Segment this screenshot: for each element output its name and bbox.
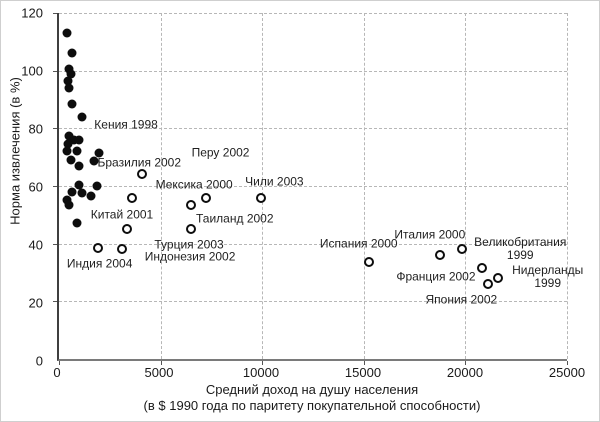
x-axis-label-line2: (в $ 1990 года по паритету покупательной… xyxy=(143,398,481,413)
x-tick-mark xyxy=(465,361,467,365)
data-point-filled-points xyxy=(67,48,77,58)
data-point-filled-points xyxy=(72,146,82,156)
gridline-horizontal xyxy=(59,70,567,72)
data-point-filled-points xyxy=(63,76,73,86)
y-tick-label: 100 xyxy=(21,63,43,79)
point-label: Турция 2003 xyxy=(154,237,224,252)
y-tick-label: 20 xyxy=(28,295,43,311)
data-point-filled-points xyxy=(64,200,74,210)
data-point-filled-points xyxy=(89,156,99,166)
data-point-filled-points xyxy=(74,161,84,171)
data-point-open-points xyxy=(363,257,374,268)
data-point-filled-points xyxy=(63,139,73,149)
data-point-filled-points xyxy=(66,69,76,79)
x-tick-label: 20000 xyxy=(446,365,484,380)
data-point-filled-points xyxy=(62,28,72,38)
y-tick-mark xyxy=(53,13,57,14)
point-label: Перу 2002 xyxy=(191,145,250,160)
point-label: Индия 2004 xyxy=(66,256,133,271)
y-tick-label: 80 xyxy=(28,121,43,137)
data-point-filled-points xyxy=(94,148,104,158)
y-tick-label: 0 xyxy=(35,353,43,369)
data-point-open-points xyxy=(256,192,267,203)
data-point-open-points xyxy=(476,263,487,274)
data-point-open-points xyxy=(482,279,493,290)
data-point-open-points xyxy=(457,244,468,255)
x-tick-label: 25000 xyxy=(548,365,586,380)
x-tick-mark xyxy=(363,361,365,365)
gridline-horizontal xyxy=(59,186,567,187)
data-point-filled-points xyxy=(67,99,77,109)
point-label: Китай 2001 xyxy=(90,207,154,222)
x-tick-labels: 0 5000 10000 15000 20000 25000 xyxy=(53,365,585,381)
data-point-open-points xyxy=(435,250,445,261)
gridline-vertical xyxy=(262,13,264,359)
point-label: Нидерланды 1999 xyxy=(512,262,584,290)
data-point-filled-points xyxy=(86,191,96,201)
data-point-filled-points xyxy=(64,131,74,141)
data-point-open-points xyxy=(492,273,503,284)
y-tick-mark xyxy=(53,301,57,303)
gridline-horizontal xyxy=(59,128,567,130)
plot-area: Кения 1998 Перу 2002 Бразилия 2002 Мексика … xyxy=(53,13,583,365)
data-point-filled-points xyxy=(92,181,102,191)
data-point-open-points xyxy=(186,224,197,235)
data-point-open-points xyxy=(92,242,103,253)
data-point-filled-points xyxy=(77,188,87,198)
point-label: Испания 2000 xyxy=(319,236,398,251)
point-label: Франция 2002 xyxy=(396,269,476,284)
x-tick-label: 5000 xyxy=(144,365,174,380)
y-tick-mark xyxy=(53,70,57,72)
data-point-filled-points xyxy=(64,83,74,93)
point-label: Великобритания 1999 xyxy=(474,235,567,263)
gridline-horizontal xyxy=(59,243,567,245)
gridline-vertical xyxy=(567,13,568,359)
point-label: Чили 2003 xyxy=(245,174,304,189)
point-label: Мексика 2000 xyxy=(155,177,233,192)
y-tick-mark xyxy=(53,186,57,187)
y-tick-labels: 0 20 40 60 80 100 120 xyxy=(1,6,51,369)
data-point-open-points xyxy=(116,244,127,255)
point-label: Кения 1998 xyxy=(94,117,158,132)
x-axis-label-line1: Средний доход на душу населения xyxy=(205,382,419,397)
point-label: Индонезия 2002 xyxy=(144,249,236,264)
data-point-filled-points xyxy=(67,187,77,197)
data-point-open-points xyxy=(186,199,197,210)
data-point-open-points xyxy=(127,192,138,203)
x-tick-mark xyxy=(262,361,264,365)
x-tick-label: 10000 xyxy=(242,365,280,380)
data-point-filled-points xyxy=(62,146,72,156)
data-point-filled-points xyxy=(74,135,84,145)
x-tick-label: 15000 xyxy=(344,365,382,380)
point-label: Италия 2000 xyxy=(394,227,466,242)
y-tick-label: 40 xyxy=(28,237,43,253)
y-tick-label: 60 xyxy=(28,179,43,195)
x-tick-mark xyxy=(567,361,568,365)
gridline-vertical xyxy=(160,13,162,359)
y-tick-mark xyxy=(53,243,57,245)
x-tick-mark xyxy=(59,361,60,365)
point-label: Бразилия 2002 xyxy=(97,155,182,170)
gridline-horizontal xyxy=(59,13,567,14)
data-point-filled-points xyxy=(72,218,82,228)
y-tick-mark xyxy=(53,128,57,130)
data-point-open-points xyxy=(137,169,148,180)
data-point-filled-points xyxy=(69,135,79,145)
data-point-filled-points xyxy=(66,155,76,165)
x-tick-label: 0 xyxy=(53,365,61,380)
data-point-filled-points xyxy=(77,112,87,122)
data-point-open-points xyxy=(122,224,133,235)
gridline-vertical xyxy=(465,13,467,359)
x-tick-mark xyxy=(160,361,162,365)
gridline-horizontal xyxy=(59,301,567,303)
gridline-vertical xyxy=(363,13,365,359)
point-label: Япония 2002 xyxy=(425,292,498,307)
point-label: Таиланд 2002 xyxy=(196,211,274,226)
data-point-filled-points xyxy=(74,180,84,190)
y-tick-label: 120 xyxy=(21,5,43,21)
data-point-open-points xyxy=(201,192,212,203)
